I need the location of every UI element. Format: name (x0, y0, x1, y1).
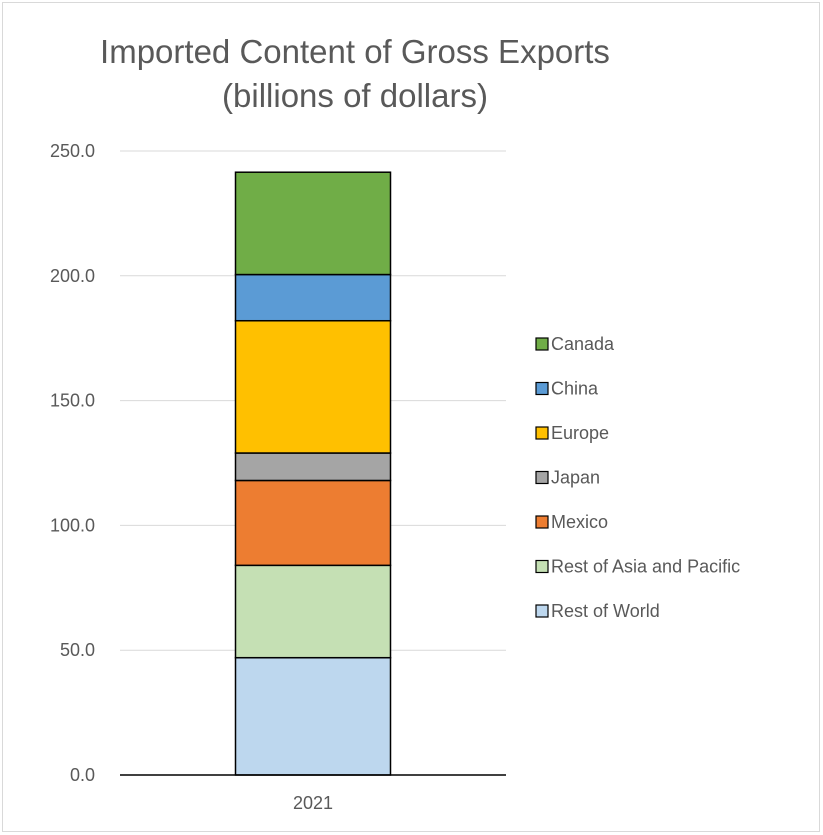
y-tick-label: 200.0 (50, 266, 95, 286)
legend-item: Europe (535, 423, 609, 443)
bar-segment-europe (234, 319, 392, 454)
stacked-bars (234, 171, 392, 776)
legend-item: Canada (535, 334, 615, 354)
legend-label: Rest of World (551, 601, 660, 621)
x-tick-label: 2021 (293, 793, 333, 813)
y-tick-label: 250.0 (50, 141, 95, 161)
chart-title-line-1: Imported Content of Gross Exports (100, 33, 610, 70)
y-tick-label: 100.0 (50, 515, 95, 535)
legend-item: Japan (535, 468, 600, 488)
legend-label: Japan (551, 468, 600, 488)
legend-label: Europe (551, 423, 609, 443)
legend-label: Canada (551, 334, 615, 354)
legend-swatch (535, 604, 549, 618)
y-tick-label: 0.0 (70, 765, 95, 785)
legend-label: Rest of Asia and Pacific (551, 557, 740, 577)
legend-swatch (535, 470, 549, 485)
legend-swatch (535, 426, 549, 440)
bar-segment-japan (234, 452, 392, 482)
legend-item: Rest of World (535, 601, 660, 621)
bar-segment-mexico (234, 479, 392, 567)
bar-segment-canada (234, 171, 392, 276)
legend-item: China (535, 379, 599, 399)
bar-segment-china (234, 273, 392, 322)
legend-swatch (535, 559, 549, 574)
bar-segment-rest-of-asia-and-pacific (234, 564, 392, 659)
y-axis-ticks: 0.0 50.0 100.0 150.0 200.0 250.0 (50, 141, 95, 785)
legend-swatch (535, 337, 549, 351)
legend: Canada China Europe Japan Mexico Rest of Asia… (535, 334, 740, 621)
x-axis-ticks: 2021 (293, 793, 333, 813)
chart-title-line-2: (billions of dollars) (222, 77, 488, 114)
legend-swatch (535, 515, 549, 529)
chart-svg: Imported Content of Gross Exports (billi… (50, 33, 740, 813)
legend-item: Mexico (535, 512, 608, 532)
y-tick-label: 150.0 (50, 391, 95, 411)
legend-label: China (551, 379, 599, 399)
bar-segment-rest-of-world (234, 656, 392, 776)
legend-label: Mexico (551, 512, 608, 532)
legend-swatch (535, 381, 549, 396)
legend-item: Rest of Asia and Pacific (535, 557, 740, 577)
y-tick-label: 50.0 (60, 640, 95, 660)
